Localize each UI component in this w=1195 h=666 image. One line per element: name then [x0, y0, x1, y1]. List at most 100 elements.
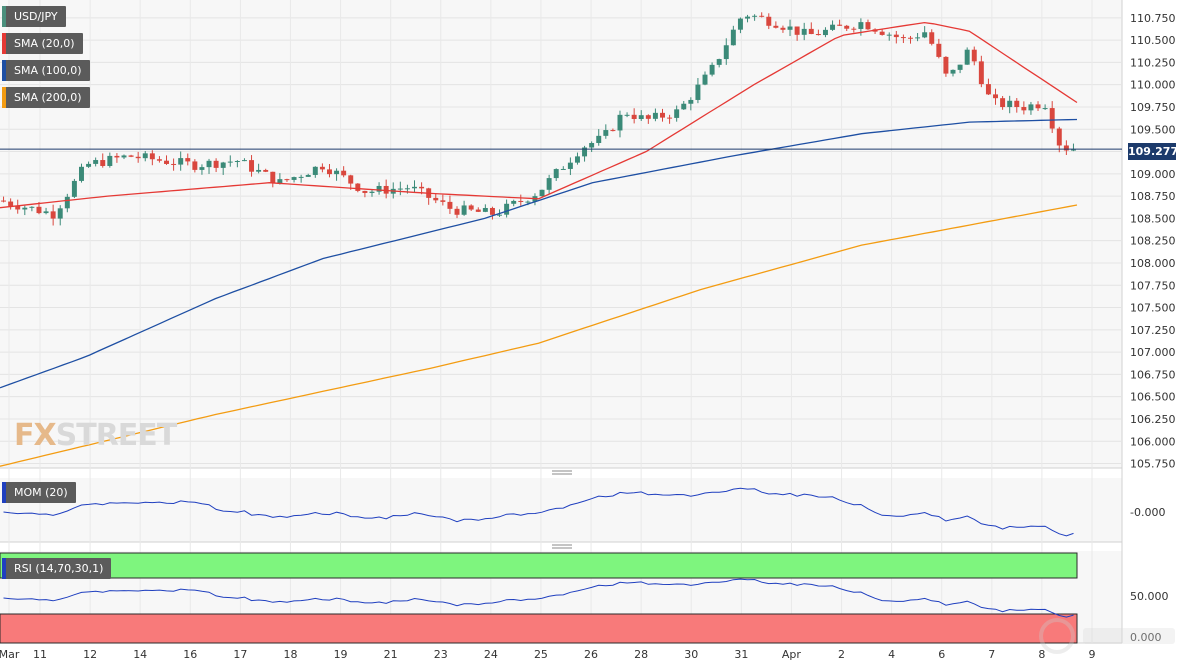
candle-body — [1063, 145, 1069, 151]
panel-resize-handle[interactable] — [552, 470, 572, 475]
candle-body — [1, 200, 7, 202]
price-tick-label: 108.750 — [1130, 190, 1176, 203]
candle-body — [355, 183, 361, 191]
date-tick-label: 7 — [988, 648, 995, 661]
candle-body — [844, 25, 850, 29]
date-tick-label: 11 — [33, 648, 47, 661]
legend-sma-100[interactable]: SMA (100,0) — [2, 60, 90, 81]
candle-body — [22, 207, 28, 210]
candle-body — [624, 114, 630, 116]
candle-body — [50, 211, 56, 219]
candle-body — [645, 115, 651, 119]
candle-body — [241, 160, 247, 162]
candle-body — [263, 169, 269, 172]
last-price-badge: 109.277 — [1128, 143, 1179, 160]
price-tick-label: 107.000 — [1130, 346, 1176, 359]
legend-momentum-label: MOM (20) — [14, 486, 68, 499]
price-tick-label: 105.750 — [1130, 458, 1176, 471]
candle-body — [582, 147, 588, 157]
candle-body — [688, 99, 694, 104]
candle-body — [1007, 100, 1013, 108]
price-tick-label: 107.250 — [1130, 324, 1176, 337]
legend-sma-100-label: SMA (100,0) — [14, 64, 82, 77]
rsi-tick-label: 0.000 — [1130, 631, 1162, 644]
candle-body — [192, 161, 198, 170]
price-tick-label: 106.250 — [1130, 413, 1176, 426]
date-tick-label: 14 — [133, 648, 147, 661]
candle-body — [879, 31, 885, 35]
candle-body — [29, 206, 35, 208]
legend-symbol-label: USD/JPY — [14, 10, 58, 23]
price-tick-label: 107.750 — [1130, 279, 1176, 292]
candle-body — [964, 49, 970, 65]
date-tick-label: 30 — [684, 648, 698, 661]
candle-body — [497, 214, 503, 216]
candle-body — [730, 29, 736, 46]
legend-symbol[interactable]: USD/JPY — [2, 6, 66, 27]
date-tick-label: 2 — [838, 648, 845, 661]
candle-body — [546, 178, 552, 190]
candle-body — [227, 161, 233, 163]
candle-body — [922, 32, 928, 38]
candle-body — [43, 211, 49, 214]
candle-body — [518, 200, 524, 202]
candle-body — [433, 197, 439, 201]
candle-body — [794, 26, 800, 35]
sma-100-line — [0, 118, 1078, 389]
candle-body — [482, 207, 488, 212]
legend-sma-200[interactable]: SMA (200,0) — [2, 87, 90, 108]
candle-body — [560, 168, 566, 170]
legend-rsi[interactable]: RSI (14,70,30,1) — [2, 558, 112, 579]
sma-200-line — [0, 204, 1078, 467]
candle-body — [234, 161, 240, 163]
panel-resize-handle[interactable] — [552, 544, 572, 549]
legend-momentum[interactable]: MOM (20) — [2, 482, 76, 503]
rsi-line — [3, 578, 1074, 618]
date-tick-label: 31 — [734, 648, 748, 661]
candle-body — [709, 64, 715, 75]
date-tick-label: 28 — [634, 648, 648, 661]
date-tick-label: 26 — [584, 648, 598, 661]
candle-body — [631, 114, 637, 120]
candle-body — [858, 22, 864, 29]
candle-body — [681, 103, 687, 110]
candle-body — [369, 191, 375, 193]
candle-body — [837, 24, 843, 26]
price-tick-label: 106.750 — [1130, 368, 1176, 381]
date-tick-label: 17 — [233, 648, 247, 661]
candle-body — [326, 169, 332, 175]
candle-body — [525, 201, 531, 203]
price-tick-label: 110.750 — [1130, 12, 1176, 25]
candle-body — [15, 205, 21, 210]
legend-rsi-label: RSI (14,70,30,1) — [14, 562, 104, 575]
candle-body — [766, 16, 772, 26]
candle-body — [270, 171, 276, 184]
candle-body — [93, 160, 99, 164]
candle-body — [667, 117, 673, 119]
legend-sma-20[interactable]: SMA (20,0) — [2, 33, 83, 54]
candle-body — [702, 74, 708, 85]
candle-body — [305, 174, 311, 177]
rsi-tick-label: 50.000 — [1130, 590, 1169, 603]
candle-body — [440, 200, 446, 202]
candle-body — [971, 49, 977, 62]
candle-body — [539, 189, 545, 197]
candle-body — [1056, 128, 1062, 146]
candle-body — [830, 24, 836, 30]
candle-body — [929, 32, 935, 44]
candle-body — [284, 179, 290, 181]
candle-body — [404, 188, 410, 190]
candle-body — [723, 45, 729, 60]
candle-body — [249, 160, 255, 172]
candle-body — [447, 201, 453, 209]
candle-body — [348, 175, 354, 184]
candle-body — [985, 84, 991, 95]
candle-body — [511, 200, 517, 204]
candle-body — [603, 130, 609, 136]
candle-body — [589, 143, 595, 148]
date-tick-label: 16 — [183, 648, 197, 661]
price-tick-label: 110.250 — [1130, 56, 1176, 69]
watermark-logo — [1039, 618, 1175, 654]
date-tick-label: 12 — [83, 648, 97, 661]
candle-body — [489, 207, 495, 215]
